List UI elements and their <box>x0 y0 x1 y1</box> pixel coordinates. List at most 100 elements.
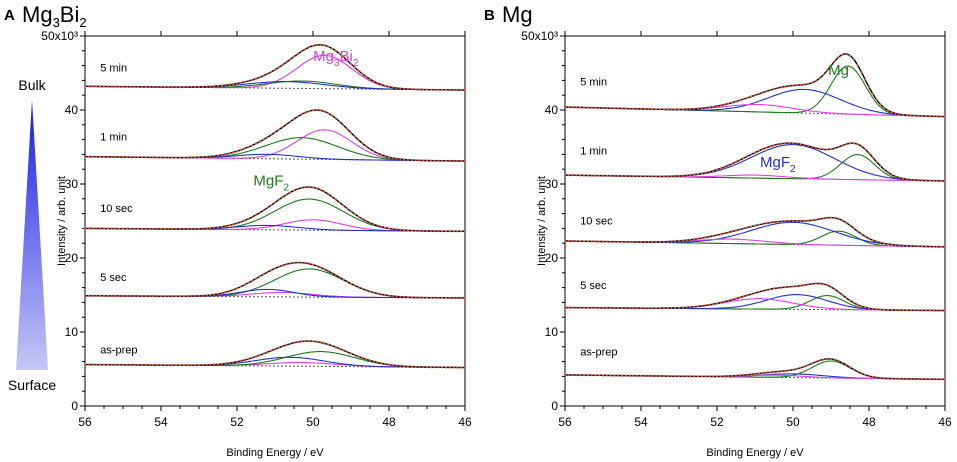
data-point <box>140 363 144 367</box>
data-point <box>247 145 250 149</box>
data-point <box>448 230 451 233</box>
data-point <box>118 227 121 230</box>
data-point <box>323 110 326 113</box>
data-point <box>372 360 375 363</box>
data-point <box>163 227 166 231</box>
data-point <box>429 366 432 369</box>
data-point <box>658 175 662 178</box>
data-point <box>662 108 665 111</box>
data-point <box>433 159 436 162</box>
data-point <box>822 282 825 286</box>
data-point <box>235 82 239 85</box>
data-point <box>216 226 220 229</box>
data-point <box>685 174 688 177</box>
data-point <box>628 175 631 178</box>
data-point <box>216 363 220 366</box>
data-point <box>167 364 170 367</box>
panel-a-curves <box>83 43 467 369</box>
data-point <box>448 366 451 369</box>
data-point <box>822 217 825 220</box>
data-point <box>346 350 349 353</box>
data-point <box>349 62 353 66</box>
data-point <box>856 303 859 306</box>
data-point <box>243 219 246 222</box>
data-point <box>304 111 307 114</box>
data-point <box>860 71 863 74</box>
data-point <box>395 295 398 298</box>
data-point <box>87 294 90 297</box>
data-point <box>655 307 658 310</box>
data-point <box>723 232 726 235</box>
data-point <box>296 261 299 264</box>
component-annotation: Mg <box>828 62 849 79</box>
data-point <box>772 221 776 224</box>
data-point <box>734 160 738 163</box>
data-point <box>121 294 125 298</box>
data-point <box>639 374 643 377</box>
data-point <box>563 239 567 243</box>
data-point <box>300 261 303 264</box>
data-point <box>410 159 413 162</box>
data-point <box>921 114 924 118</box>
data-point <box>330 272 334 275</box>
data-point <box>448 88 451 91</box>
data-point <box>444 159 448 162</box>
data-point <box>636 374 639 377</box>
data-point <box>110 294 113 297</box>
data-point <box>194 294 197 298</box>
data-point <box>338 201 341 204</box>
data-point <box>353 66 356 69</box>
data-point <box>216 84 220 87</box>
data-point <box>251 144 254 147</box>
data-point <box>829 64 833 67</box>
data-point <box>784 286 787 289</box>
data-point <box>414 159 417 162</box>
data-point <box>254 142 258 145</box>
data-point <box>175 86 178 89</box>
data-point <box>372 223 375 226</box>
data-point <box>403 87 406 90</box>
data-point <box>818 147 821 150</box>
data-point <box>780 370 783 373</box>
data-point <box>826 216 829 219</box>
data-point <box>365 75 368 78</box>
data-point <box>917 179 920 182</box>
data-point <box>890 243 893 246</box>
data-point <box>871 239 874 242</box>
data-point <box>788 219 791 223</box>
data-point <box>418 88 421 91</box>
data-point <box>422 88 425 91</box>
data-point <box>845 143 848 146</box>
data-point <box>144 156 147 159</box>
data-point <box>647 240 650 244</box>
data-point <box>715 105 719 108</box>
data-point <box>628 240 631 243</box>
y-tick-label: 50x10³ <box>521 29 558 43</box>
panel-b-y-axis: 0 10 20 30 40 50x10³ <box>521 29 565 413</box>
data-point <box>898 377 901 380</box>
data-point <box>582 240 586 243</box>
data-point <box>582 174 586 177</box>
data-point <box>102 85 106 88</box>
data-point <box>803 284 806 287</box>
data-point <box>833 60 836 63</box>
data-point <box>452 159 455 162</box>
data-point <box>731 101 734 104</box>
data-point <box>655 374 658 378</box>
data-point <box>814 360 817 363</box>
data-point <box>643 175 646 178</box>
data-point <box>83 363 87 366</box>
data-point <box>95 227 98 230</box>
data-point <box>708 235 711 238</box>
data-point <box>186 86 189 89</box>
data-point <box>342 55 345 59</box>
data-point <box>125 294 128 298</box>
data-point <box>91 294 94 297</box>
data-point <box>182 86 185 89</box>
data-point <box>586 240 589 243</box>
data-point <box>715 168 719 171</box>
data-point <box>761 222 764 226</box>
data-point <box>917 377 920 381</box>
data-point <box>372 150 375 153</box>
data-point <box>681 375 684 378</box>
